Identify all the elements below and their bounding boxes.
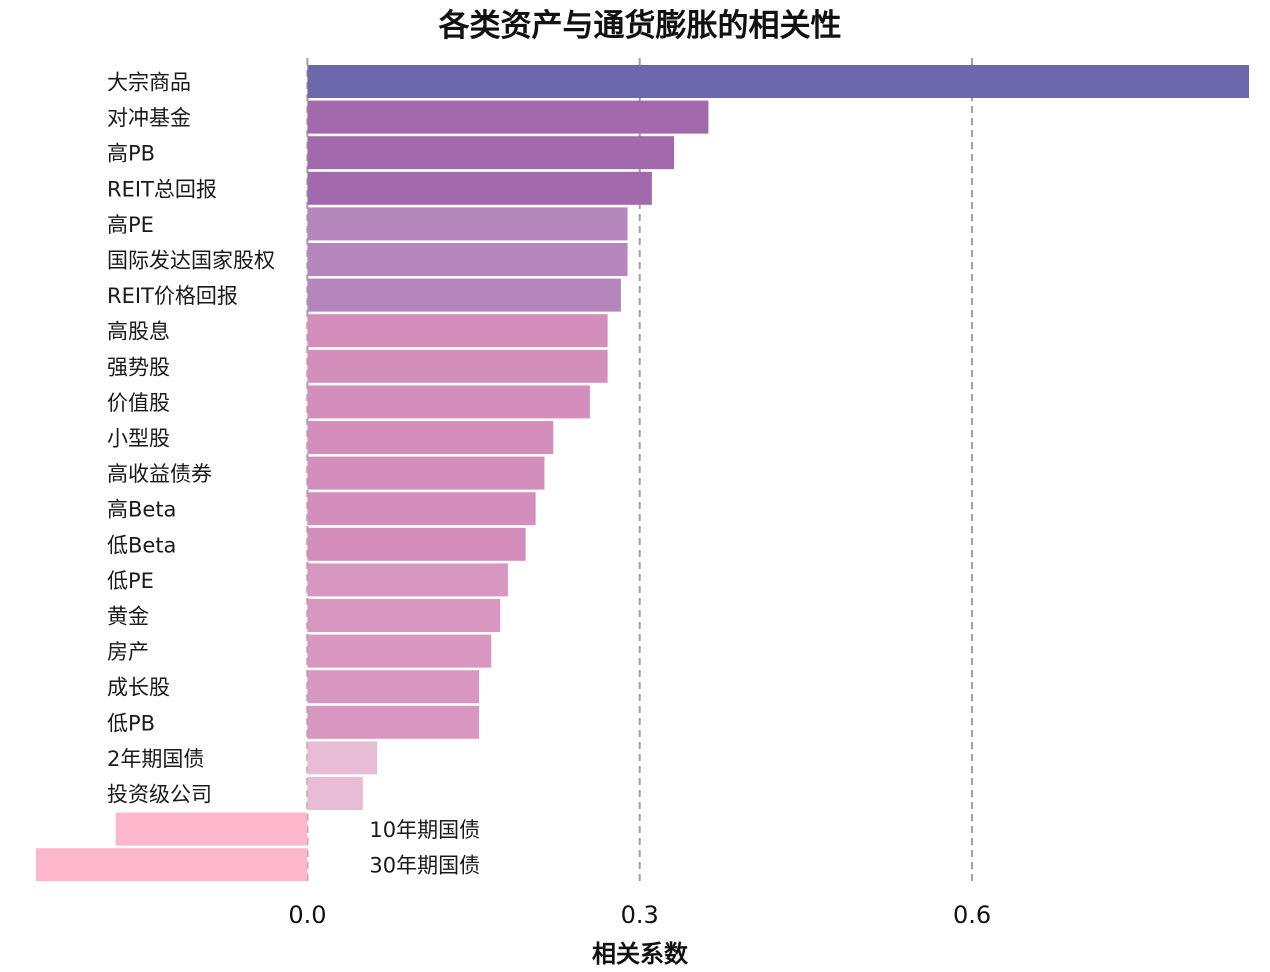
category-label-12: 高Beta — [107, 498, 176, 522]
bar-17 — [307, 670, 480, 704]
category-label-16: 房产 — [107, 640, 149, 664]
category-label-13: 低Beta — [107, 533, 176, 557]
bar-15 — [307, 599, 501, 632]
bars — [36, 65, 1249, 882]
category-label-1: 对冲基金 — [107, 106, 191, 130]
x-tick-label-2: 0.6 — [953, 901, 991, 929]
category-label-21: 10年期国债 — [369, 818, 480, 842]
x-tick-label-1: 0.3 — [621, 901, 659, 929]
bar-7 — [307, 314, 608, 348]
category-label-15: 黄金 — [107, 605, 149, 629]
bar-4 — [307, 207, 628, 241]
category-label-17: 成长股 — [107, 676, 170, 700]
category-label-11: 高收益债券 — [107, 462, 212, 486]
category-label-18: 低PB — [107, 711, 155, 735]
bar-22 — [36, 848, 308, 882]
category-label-19: 2年期国债 — [107, 747, 204, 771]
category-label-20: 投资级公司 — [107, 783, 212, 807]
category-label-6: REIT价格回报 — [107, 284, 238, 308]
bar-21 — [115, 812, 308, 846]
bar-2 — [307, 136, 675, 170]
bar-12 — [307, 492, 536, 526]
bar-6 — [307, 278, 621, 312]
x-tick-label-0: 0.0 — [288, 901, 326, 929]
category-label-4: 高PE — [107, 213, 154, 237]
category-label-8: 强势股 — [107, 355, 170, 379]
category-label-5: 国际发达国家股权 — [107, 249, 275, 273]
chart-title: 各类资产与通货膨胀的相关性 — [438, 8, 842, 44]
category-label-0: 大宗商品 — [107, 71, 191, 95]
x-tick-labels: 0.0 0.3 0.6 — [288, 901, 991, 929]
bar-19 — [307, 741, 378, 775]
bar-0 — [307, 65, 1249, 98]
bar-5 — [307, 243, 628, 276]
category-label-7: 高股息 — [107, 320, 170, 344]
bar-20 — [307, 777, 363, 810]
category-label-9: 价值股 — [107, 391, 170, 415]
bar-8 — [307, 349, 608, 383]
category-label-10: 小型股 — [107, 427, 170, 451]
bar-1 — [307, 100, 709, 134]
bar-18 — [307, 705, 480, 739]
x-axis-title: 相关系数 — [592, 940, 689, 968]
bar-16 — [307, 634, 492, 668]
bar-13 — [307, 527, 526, 561]
bar-11 — [307, 456, 545, 490]
category-label-3: REIT总回报 — [107, 177, 217, 201]
bar-10 — [307, 421, 554, 454]
category-label-14: 低PE — [107, 569, 154, 593]
bar-3 — [307, 171, 652, 205]
category-label-22: 30年期国债 — [369, 854, 480, 878]
bar-14 — [307, 563, 508, 597]
bar-9 — [307, 385, 590, 419]
category-label-2: 高PB — [107, 142, 155, 166]
